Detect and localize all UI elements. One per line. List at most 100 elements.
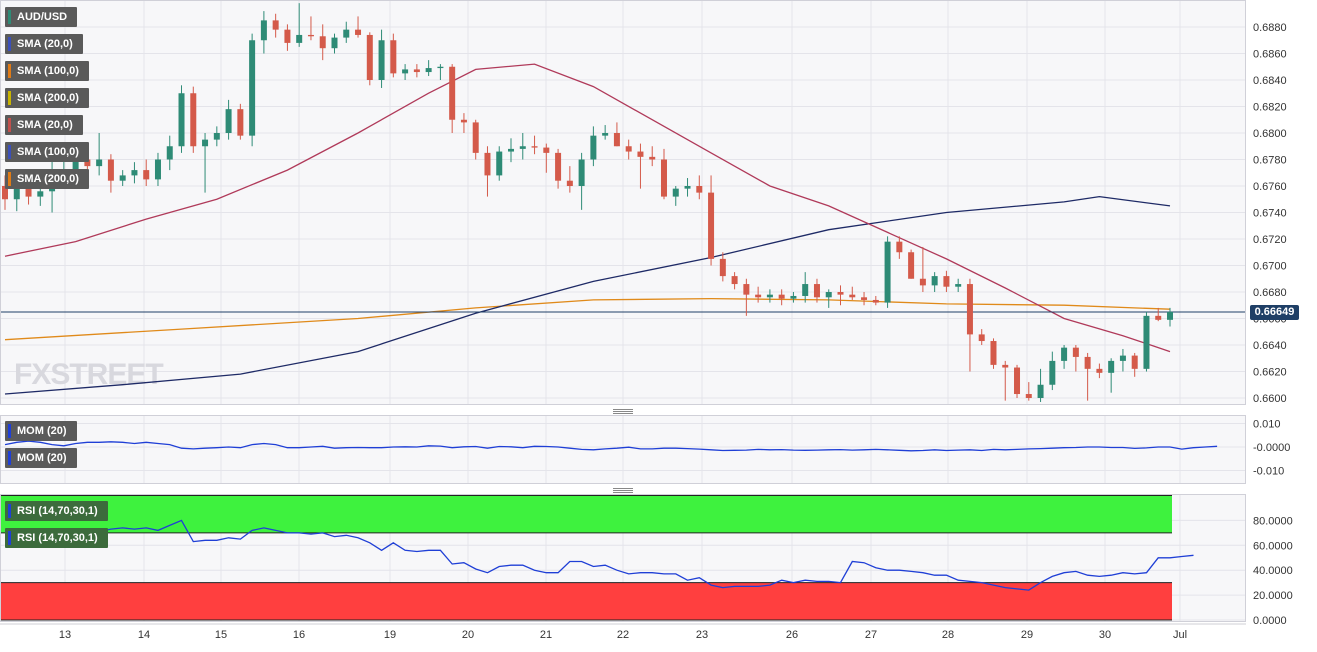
candle-body bbox=[272, 20, 279, 30]
candle-body bbox=[872, 299, 879, 303]
rsi-overbought-zone bbox=[0, 495, 1172, 533]
candle-body bbox=[637, 151, 644, 157]
mom-tick-label: -0.010 bbox=[1253, 466, 1284, 478]
candle-body bbox=[978, 334, 985, 342]
x-tick-label: 16 bbox=[293, 629, 305, 641]
price-tick-label: 0.6800 bbox=[1253, 128, 1287, 140]
candle-body bbox=[154, 159, 161, 180]
candle-body bbox=[625, 146, 632, 152]
candle-body bbox=[249, 40, 256, 136]
pane-resize-handle-rsi[interactable] bbox=[613, 488, 633, 493]
legend-swatch bbox=[8, 37, 11, 51]
candle-body bbox=[13, 186, 20, 200]
x-tick-label: 22 bbox=[617, 629, 629, 641]
mom-label-1[interactable]: MOM (20) bbox=[5, 421, 77, 441]
legend-sma-2[interactable]: SMA (100,0) bbox=[5, 61, 89, 81]
candle-body bbox=[1155, 315, 1162, 320]
x-tick-label: 13 bbox=[59, 629, 71, 641]
candle-body bbox=[861, 297, 868, 300]
symbol-label[interactable]: AUD/USD bbox=[5, 7, 78, 27]
candle-body bbox=[696, 186, 703, 193]
candle-body bbox=[566, 180, 573, 186]
candle-body bbox=[225, 109, 232, 133]
price-axis-background bbox=[1246, 0, 1317, 647]
rsi-oversold-zone bbox=[0, 582, 1172, 620]
mom-tick-label: 0.010 bbox=[1253, 419, 1281, 431]
legend-sma-1[interactable]: SMA (20,0) bbox=[5, 34, 83, 54]
candle-body bbox=[131, 170, 138, 176]
candle-body bbox=[237, 109, 244, 136]
pane-resize-handle-mom[interactable] bbox=[613, 409, 633, 414]
rsi-tick-label: 60.0000 bbox=[1253, 540, 1293, 552]
price-tick-label: 0.6780 bbox=[1253, 155, 1287, 167]
chart-series bbox=[0, 63, 1246, 591]
rsi-label-1[interactable]: RSI (14,70,30,1) bbox=[5, 501, 108, 521]
candle-body bbox=[660, 159, 667, 197]
x-tick-label: 28 bbox=[942, 629, 954, 641]
candle-body bbox=[1108, 360, 1115, 373]
price-tick-label: 0.6700 bbox=[1253, 261, 1287, 273]
rsi-label-text: RSI (14,70,30,1) bbox=[17, 505, 98, 517]
candle-body bbox=[731, 276, 738, 285]
candle-body bbox=[402, 69, 409, 74]
x-tick-label: 30 bbox=[1099, 629, 1111, 641]
legend-label: SMA (20,0) bbox=[17, 38, 73, 50]
price-tick-label: 0.6860 bbox=[1253, 49, 1287, 61]
price-tick-label: 0.6680 bbox=[1253, 287, 1287, 299]
candle-body bbox=[802, 284, 809, 296]
mom-swatch bbox=[8, 451, 11, 465]
candle-body bbox=[825, 292, 832, 298]
fxstreet-watermark: FXSTREET bbox=[14, 358, 164, 391]
candle-body bbox=[178, 93, 185, 147]
candle-body bbox=[849, 294, 856, 298]
candle-body bbox=[1119, 355, 1126, 361]
mom-label-2[interactable]: MOM (20) bbox=[5, 448, 77, 468]
candle-body bbox=[37, 191, 44, 197]
legend-sma-6[interactable]: SMA (200,0) bbox=[5, 169, 89, 189]
price-tick-label: 0.6640 bbox=[1253, 340, 1287, 352]
price-tick-label: 0.6740 bbox=[1253, 208, 1287, 220]
pane-border bbox=[0, 494, 1246, 622]
candle-body bbox=[213, 133, 220, 140]
candle-body bbox=[1049, 360, 1056, 385]
symbol-label-text: AUD/USD bbox=[17, 11, 68, 23]
x-tick-label: 26 bbox=[786, 629, 798, 641]
candle-body bbox=[743, 284, 750, 295]
candle-body bbox=[1025, 394, 1032, 398]
candle-body bbox=[107, 159, 114, 181]
candle-body bbox=[813, 284, 820, 298]
candle-body bbox=[1143, 315, 1150, 369]
candle-body bbox=[531, 146, 538, 148]
candle-body bbox=[355, 29, 362, 35]
candle-body bbox=[555, 152, 562, 181]
candle-body bbox=[602, 133, 609, 136]
rsi-label-2[interactable]: RSI (14,70,30,1) bbox=[5, 528, 108, 548]
candle-body bbox=[590, 135, 597, 160]
candle-body bbox=[519, 146, 526, 149]
candle-body bbox=[755, 294, 762, 298]
candles bbox=[2, 3, 1173, 402]
legend-sma-5[interactable]: SMA (100,0) bbox=[5, 142, 89, 162]
candle-body bbox=[390, 40, 397, 74]
x-tick-label: 29 bbox=[1021, 629, 1033, 641]
candle-body bbox=[449, 66, 456, 120]
candle-body bbox=[1096, 368, 1103, 373]
legend-sma-4[interactable]: SMA (20,0) bbox=[5, 115, 83, 135]
chart-axes: 13 14 15 16 19 20 21 22 23 26 27 28 29 30 Jul 0.6880 0.6… bbox=[0, 0, 1293, 641]
candle-body bbox=[837, 292, 844, 295]
price-tick-label: 0.6880 bbox=[1253, 22, 1287, 34]
candle-body bbox=[425, 68, 432, 73]
rsi-tick-label: 20.0000 bbox=[1253, 590, 1293, 602]
candle-body bbox=[943, 276, 950, 287]
candle-body bbox=[919, 278, 926, 286]
rsi-line bbox=[5, 519, 1194, 591]
candle-body bbox=[284, 29, 291, 43]
candle-body bbox=[190, 93, 197, 147]
legend-swatch bbox=[8, 145, 11, 159]
mom-line bbox=[4, 440, 1218, 452]
legend-sma-3[interactable]: SMA (200,0) bbox=[5, 88, 89, 108]
candle-body bbox=[2, 186, 8, 200]
candle-body bbox=[955, 284, 962, 287]
candle-body bbox=[1072, 347, 1079, 357]
